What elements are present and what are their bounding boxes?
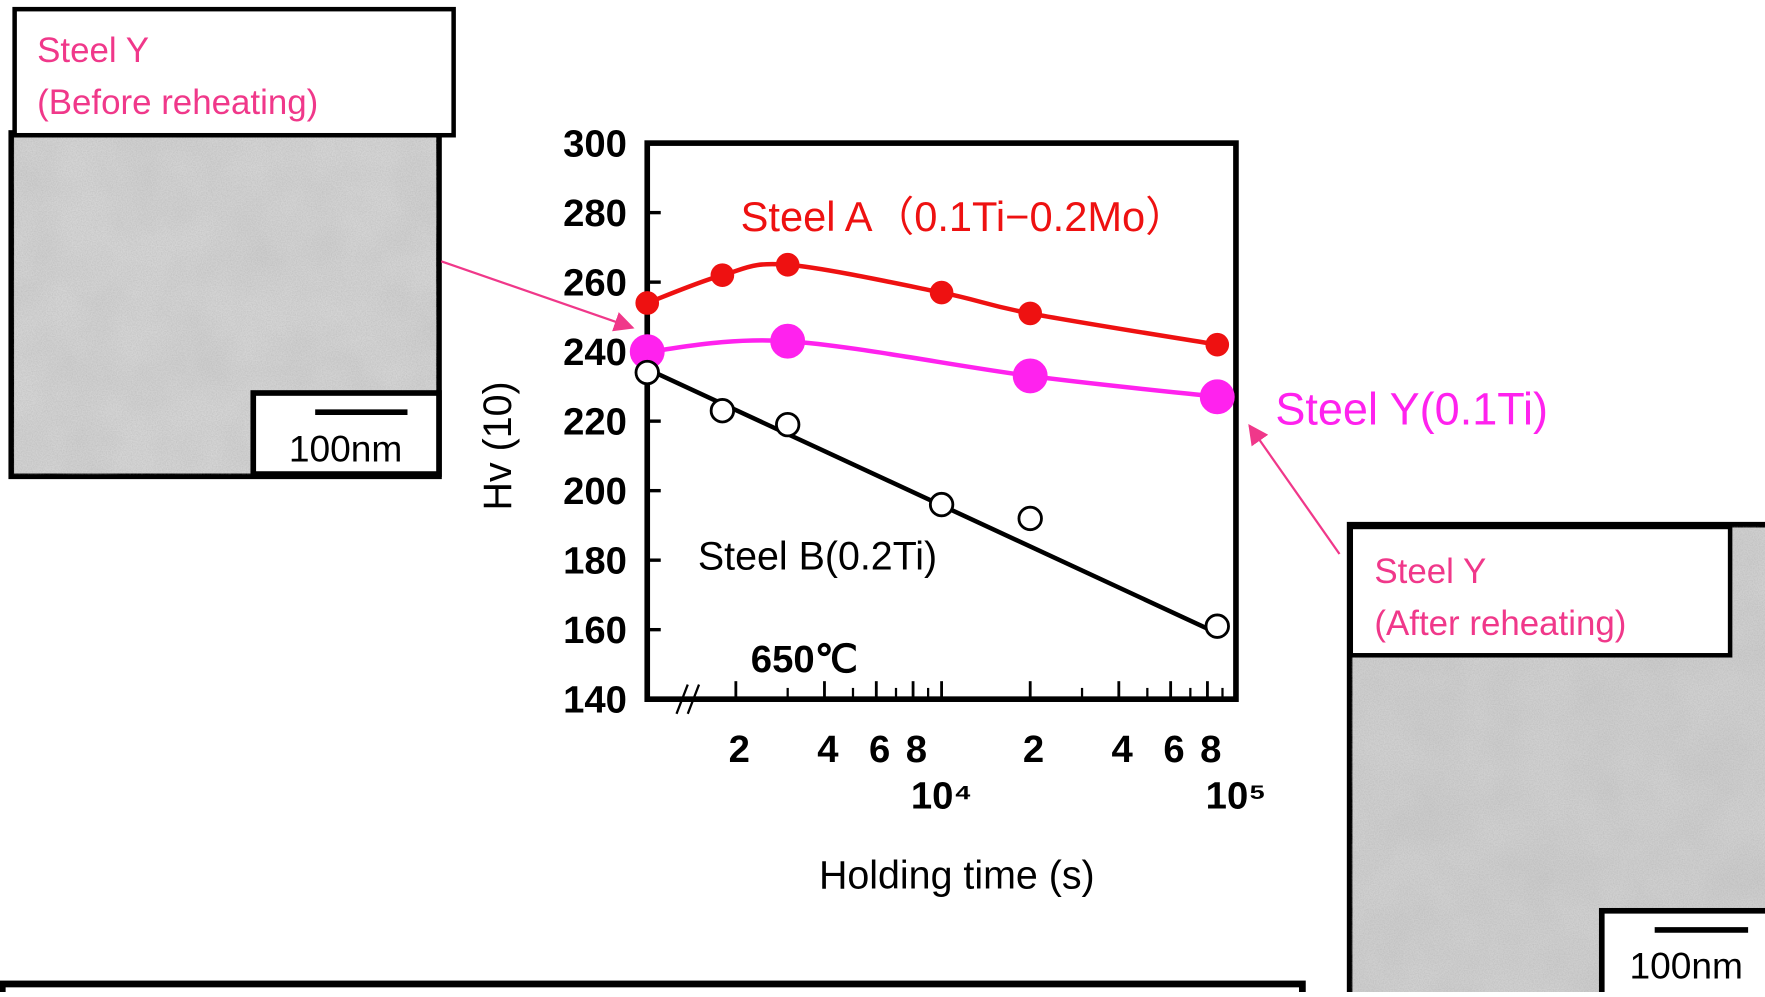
- data-point: [776, 413, 799, 436]
- inset-title: Steel Y: [37, 31, 149, 70]
- inset-after: Steel Y (After reheating) 100nm: [1350, 525, 1765, 992]
- data-point: [1013, 359, 1047, 393]
- data-point: [636, 361, 659, 384]
- data-point: [1206, 615, 1229, 638]
- y-tick-label: 200: [563, 470, 627, 513]
- x-tick-label: 2: [729, 728, 750, 771]
- bottom-frame: [2, 984, 1302, 992]
- y-tick-label: 160: [563, 609, 627, 652]
- data-point: [776, 253, 799, 276]
- y-tick-label: 280: [563, 192, 627, 235]
- inset-before: Steel Y (Before reheating) 100nm: [11, 9, 453, 476]
- y-tick-label: 300: [563, 123, 627, 166]
- series-label: Steel B(0.2Ti): [698, 535, 937, 579]
- data-point: [930, 493, 953, 516]
- inset-title: Steel Y: [1374, 552, 1486, 591]
- series-label: Steel A（0.1Ti−0.2Mo）: [741, 193, 1187, 240]
- data-point: [1206, 333, 1229, 356]
- x-tick-label: 6: [1163, 728, 1184, 771]
- y-tick-label: 140: [563, 679, 627, 722]
- data-point: [1019, 507, 1042, 530]
- series-line: [647, 340, 1217, 396]
- inset-subtitle: (Before reheating): [37, 83, 318, 122]
- inset-subtitle: (After reheating): [1374, 604, 1626, 643]
- figure: Steel Y (Before reheating) 100nm Steel Y…: [0, 0, 1765, 992]
- y-axis-label: Hv (10): [476, 381, 520, 510]
- y-tick-label: 180: [563, 540, 627, 583]
- x-tick-label: 4: [1112, 728, 1134, 771]
- y-tick-label: 240: [563, 331, 627, 374]
- data-point: [930, 281, 953, 304]
- y-tick-label: 220: [563, 401, 627, 444]
- data-point: [636, 292, 659, 315]
- x-tick-label: 2: [1023, 728, 1044, 771]
- y-tick-label: 260: [563, 262, 627, 305]
- x-tick-label: 10⁴: [911, 774, 973, 817]
- x-tick-label: 8: [906, 728, 927, 771]
- scale-label: 100nm: [289, 428, 403, 470]
- data-point: [1019, 302, 1042, 325]
- x-tick-label: 10⁵: [1206, 774, 1267, 817]
- data-point: [771, 324, 805, 358]
- data-point: [1200, 380, 1234, 414]
- annotation: 650℃: [751, 638, 858, 681]
- data-point: [711, 264, 734, 287]
- data-point: [711, 399, 734, 422]
- x-tick-label: 6: [869, 728, 890, 771]
- x-tick-label: 4: [817, 728, 839, 771]
- x-axis-label: Holding time (s): [819, 853, 1095, 897]
- arrow: [1249, 426, 1339, 554]
- series-label: Steel Y(0.1Ti): [1275, 384, 1548, 435]
- scale-label: 100nm: [1629, 944, 1743, 986]
- x-tick-label: 8: [1200, 728, 1221, 771]
